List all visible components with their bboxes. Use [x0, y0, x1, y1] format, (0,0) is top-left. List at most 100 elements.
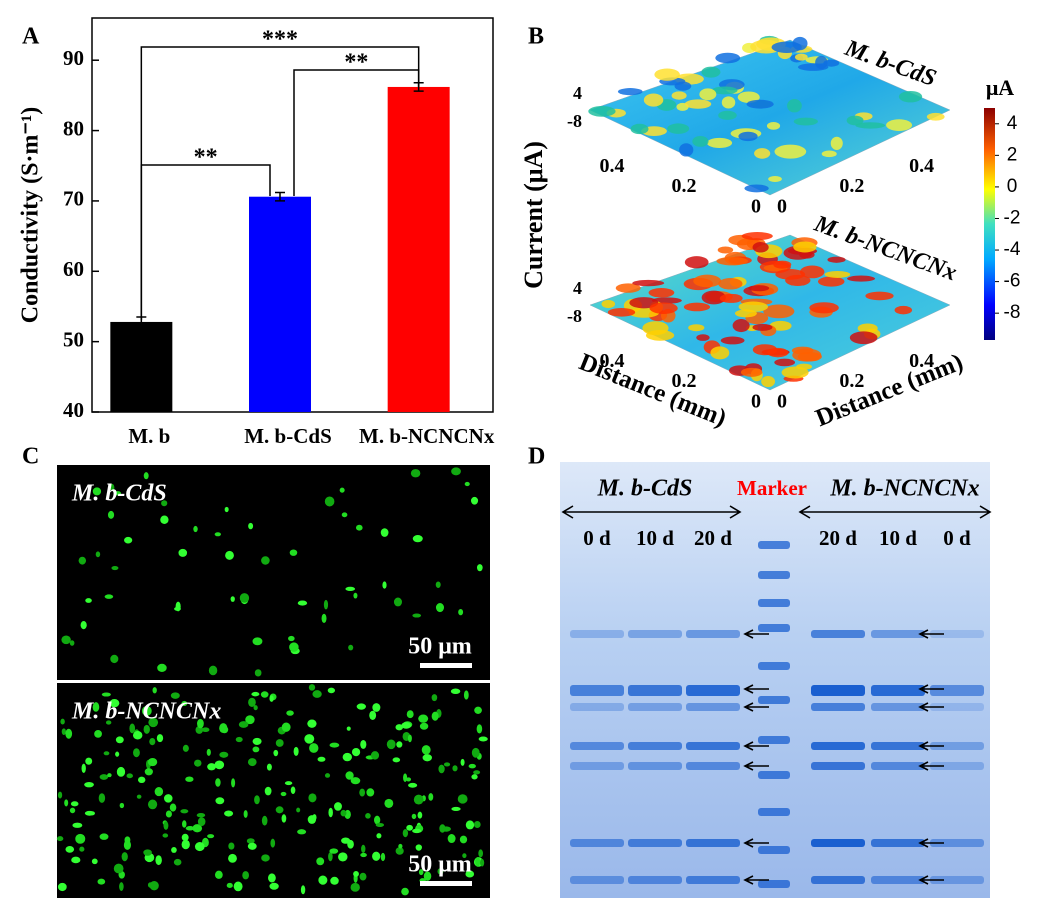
cell [341, 512, 348, 518]
cell [248, 697, 256, 707]
cell [72, 822, 83, 828]
cell [407, 734, 412, 743]
lane-label: 10 d [636, 526, 674, 550]
y-tick-label: 0 [777, 196, 787, 218]
cell [309, 743, 319, 753]
cell [248, 522, 254, 530]
cell [350, 882, 360, 892]
cell [136, 794, 142, 799]
surface-feature [752, 242, 769, 253]
cell [443, 762, 451, 767]
cell [110, 483, 115, 492]
marker-band [758, 599, 790, 607]
surface-feature [648, 287, 675, 298]
surface-feature [601, 299, 616, 309]
cell [214, 760, 225, 770]
marker-band [758, 771, 790, 779]
arrow [743, 741, 769, 751]
cell [155, 855, 162, 866]
band [930, 703, 984, 711]
cell [60, 718, 65, 725]
surface-feature [849, 331, 878, 345]
cell [468, 763, 476, 769]
cell [411, 813, 417, 820]
cell [275, 806, 284, 814]
significance-label: ** [194, 145, 218, 171]
marker-band [758, 736, 790, 744]
surface-feature [667, 123, 690, 134]
cell [92, 487, 102, 496]
cell [219, 723, 228, 734]
panel-letter: A [22, 24, 40, 50]
surface-feature [734, 309, 757, 318]
lane-label: 20 d [694, 526, 732, 550]
band [628, 876, 682, 884]
surface-feature [748, 285, 770, 292]
cell [148, 717, 159, 728]
cell [392, 757, 401, 763]
cell [61, 635, 71, 645]
x-axis-label: Distance (mm) [575, 349, 730, 433]
group-label: M. b-CdS [597, 476, 693, 502]
band [686, 742, 740, 750]
cell [194, 842, 205, 852]
cell [458, 608, 464, 616]
cell [98, 793, 106, 803]
y-tick-label: 60 [63, 257, 84, 281]
surface-feature [821, 150, 837, 158]
cell [173, 858, 182, 866]
cell [107, 510, 115, 519]
x-tick-label: 0.4 [600, 155, 625, 177]
band [930, 742, 984, 750]
surface-feature [711, 86, 738, 95]
cell [115, 751, 120, 757]
cell [478, 736, 488, 742]
cell [308, 684, 316, 691]
surface-feature [717, 246, 734, 254]
surface-feature [617, 88, 643, 96]
surface-feature [746, 99, 774, 109]
cell [85, 757, 93, 765]
gel-panel: M. b-CdS Marker M. b-NCNCNx 0 d 10 d 20 d 20 d… [560, 462, 992, 898]
cell [471, 774, 478, 780]
cell [355, 524, 363, 531]
cell [372, 703, 381, 712]
cell [418, 714, 429, 723]
surface-feature [741, 232, 773, 241]
cell [471, 747, 480, 758]
cell [89, 811, 95, 816]
arrow [918, 702, 944, 712]
cell [470, 496, 479, 505]
cell [126, 773, 133, 779]
surface-feature [761, 376, 776, 388]
surface-feature [718, 278, 743, 290]
cell [402, 829, 409, 838]
cell [162, 833, 169, 838]
band [570, 839, 624, 847]
surface-feature [857, 323, 878, 334]
cell [459, 835, 468, 844]
cell [270, 838, 276, 848]
surface-feature [684, 256, 709, 269]
surface-feature [793, 117, 818, 126]
cell [359, 872, 367, 881]
colorbar-label: μA [986, 75, 1014, 100]
cell [144, 768, 153, 776]
colorbar-tick-label: 4 [1007, 113, 1018, 134]
surface-feature [654, 68, 680, 81]
group-label: Marker [737, 476, 807, 500]
cell [428, 793, 434, 801]
cell [380, 852, 386, 862]
cell [403, 773, 408, 782]
cell [104, 594, 114, 599]
cell [157, 663, 167, 673]
cell [214, 870, 223, 879]
surface-feature [615, 283, 641, 293]
cell [169, 803, 177, 812]
micrograph-panel: M. b-CdS 50 μm M. b-NCNCNx 50 μm [56, 465, 490, 898]
cell [185, 826, 195, 831]
cell [101, 692, 111, 697]
cell [360, 740, 367, 749]
